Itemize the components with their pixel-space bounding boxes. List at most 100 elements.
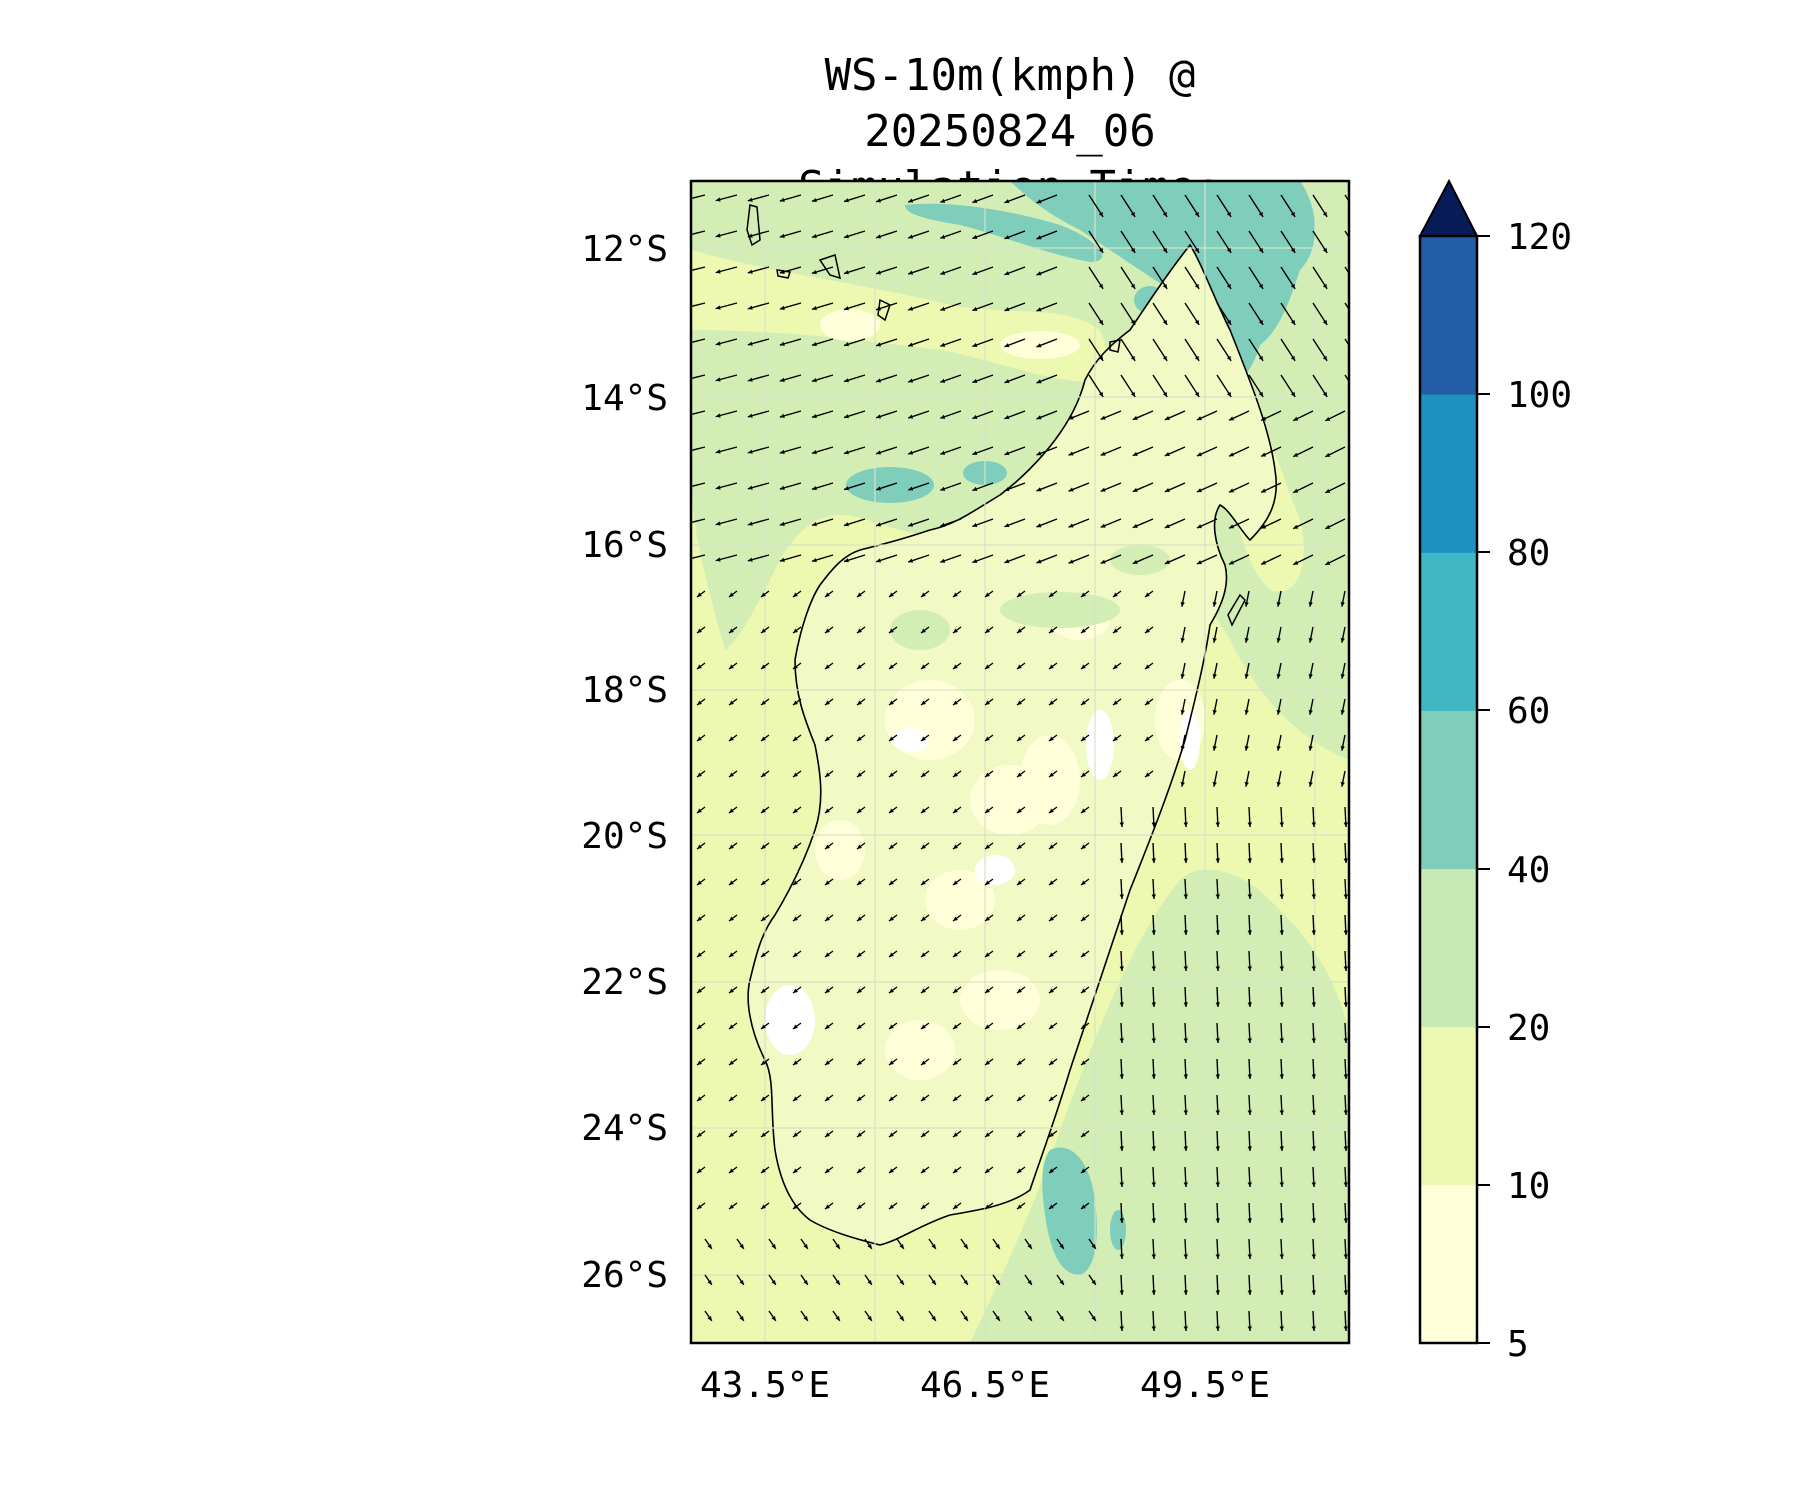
wind-vector-head [1151, 1254, 1156, 1259]
colorbar-band [1420, 710, 1477, 870]
wind-vector-head [1081, 1060, 1086, 1065]
wind-vector-head [1004, 343, 1010, 348]
colorbar-tick-label: 5 [1507, 1324, 1529, 1365]
wind-vector-head [1194, 355, 1200, 361]
wind-vector-head [1017, 1168, 1022, 1173]
wind-vector-head [1027, 1243, 1032, 1249]
wind-vector-head [1215, 1002, 1220, 1007]
colorbar-tick-label: 100 [1507, 375, 1572, 416]
wind-vector-head [844, 558, 849, 563]
wind-vector-head [1119, 930, 1124, 935]
wind-vector-head [1027, 1315, 1032, 1321]
wind-vector-head [1164, 560, 1170, 564]
wind-vector-head [940, 450, 946, 455]
wind-vector-head [1145, 592, 1150, 597]
wind-vectors [684, 194, 1349, 1332]
wind-vector-head [1261, 488, 1267, 493]
wind-vector-head [697, 952, 702, 957]
wind-vector-head [1215, 1074, 1220, 1079]
wind-vector-head [835, 1315, 840, 1321]
wind-vector-head [1343, 822, 1348, 827]
wind-vector-head [1183, 1254, 1188, 1259]
wind-vector-head [1226, 247, 1232, 253]
wind-vector-head [684, 233, 689, 237]
wind-vector-head [1098, 391, 1104, 397]
wind-vector-head [825, 916, 830, 921]
wind-vector-head [1151, 894, 1156, 899]
wind-vector-head [1113, 628, 1118, 633]
lat-label: 18°S [581, 670, 668, 711]
colorbar-extend-triangle [1418, 178, 1479, 237]
wind-vector-head [684, 341, 689, 345]
wind-vector-head [1049, 736, 1054, 741]
wind-vector-head [1119, 966, 1124, 971]
wind-vector-head [697, 988, 702, 993]
wind-vector-head [811, 557, 817, 563]
wind-vector-head [697, 916, 702, 921]
map-panel [684, 181, 1349, 1343]
wind-vector-head [1164, 416, 1170, 420]
wind-vector-head [1151, 1002, 1156, 1007]
wind-vector-head [921, 700, 926, 705]
wind-vector-head [811, 269, 817, 275]
wind-vector-head [1164, 452, 1170, 456]
wind-vector-head [985, 628, 990, 633]
wind-vector-head [1196, 560, 1202, 565]
wind-vector-head [1098, 355, 1104, 361]
wind-vector-head [1081, 880, 1086, 885]
wind-vector-head [1017, 880, 1022, 885]
land-green-patches [890, 545, 1170, 650]
wind-vector-head [1343, 858, 1348, 863]
wind-vector-head [1004, 523, 1010, 528]
wind-vector-head [889, 1132, 894, 1137]
wind-vector-head [761, 1132, 766, 1137]
wind-vector-head [1279, 1182, 1284, 1187]
colorbar-tick-label: 10 [1507, 1166, 1550, 1207]
wind-vector-head [761, 916, 766, 921]
wind-vector-head [857, 1096, 862, 1101]
wind-vector-head [1100, 559, 1106, 564]
wind-vector-head [908, 486, 914, 491]
wind-vector-head [1081, 772, 1086, 777]
wind-vector-head [1311, 966, 1316, 971]
wind-vector-head [715, 341, 721, 346]
wind-vector [1344, 194, 1349, 203]
wind-vector-head [899, 1243, 904, 1249]
wind-vector-head [1049, 988, 1054, 993]
wind-vector-head [1162, 211, 1168, 217]
wind-vector-head [1130, 211, 1136, 217]
wind-vector-head [1247, 1146, 1252, 1151]
lat-label: 16°S [581, 525, 668, 566]
wind-vector-head [876, 486, 882, 491]
wind-vector [691, 518, 706, 524]
wind-vector-head [835, 1279, 840, 1285]
wind-vector-head [793, 664, 798, 669]
wind-vector-head [715, 449, 721, 454]
wind-vector-head [1036, 559, 1042, 564]
wind-vector-head [972, 234, 978, 240]
wind-vector-head [1081, 988, 1086, 993]
wind-vector-head [844, 378, 849, 383]
island-small-d [1109, 339, 1121, 353]
wind-vector [691, 554, 706, 560]
wind-vector-head [1017, 916, 1022, 921]
wind-vector-head [1308, 673, 1313, 679]
wind-vector-head [1145, 772, 1150, 777]
wind-vector-head [972, 558, 978, 564]
wind-vector-head [1276, 637, 1281, 643]
wind-vector-head [1132, 415, 1138, 420]
wind-vector-head [867, 1243, 872, 1249]
wind-vector-head [899, 1279, 904, 1285]
wind-vector-head [684, 269, 689, 273]
wind-vector-head [889, 844, 894, 849]
wind-vector-head [985, 952, 990, 957]
wind-vector-head [793, 736, 798, 741]
wind-vector-head [1036, 451, 1042, 456]
wind-vector-head [857, 1060, 862, 1065]
wind-vector-head [1229, 560, 1235, 565]
contour-5-10-patch-north [820, 309, 880, 341]
wind-vector-head [825, 1096, 830, 1101]
wind-vector-head [940, 558, 946, 563]
wind-vector-head [1132, 559, 1138, 564]
wind-vector-head [1017, 952, 1022, 957]
